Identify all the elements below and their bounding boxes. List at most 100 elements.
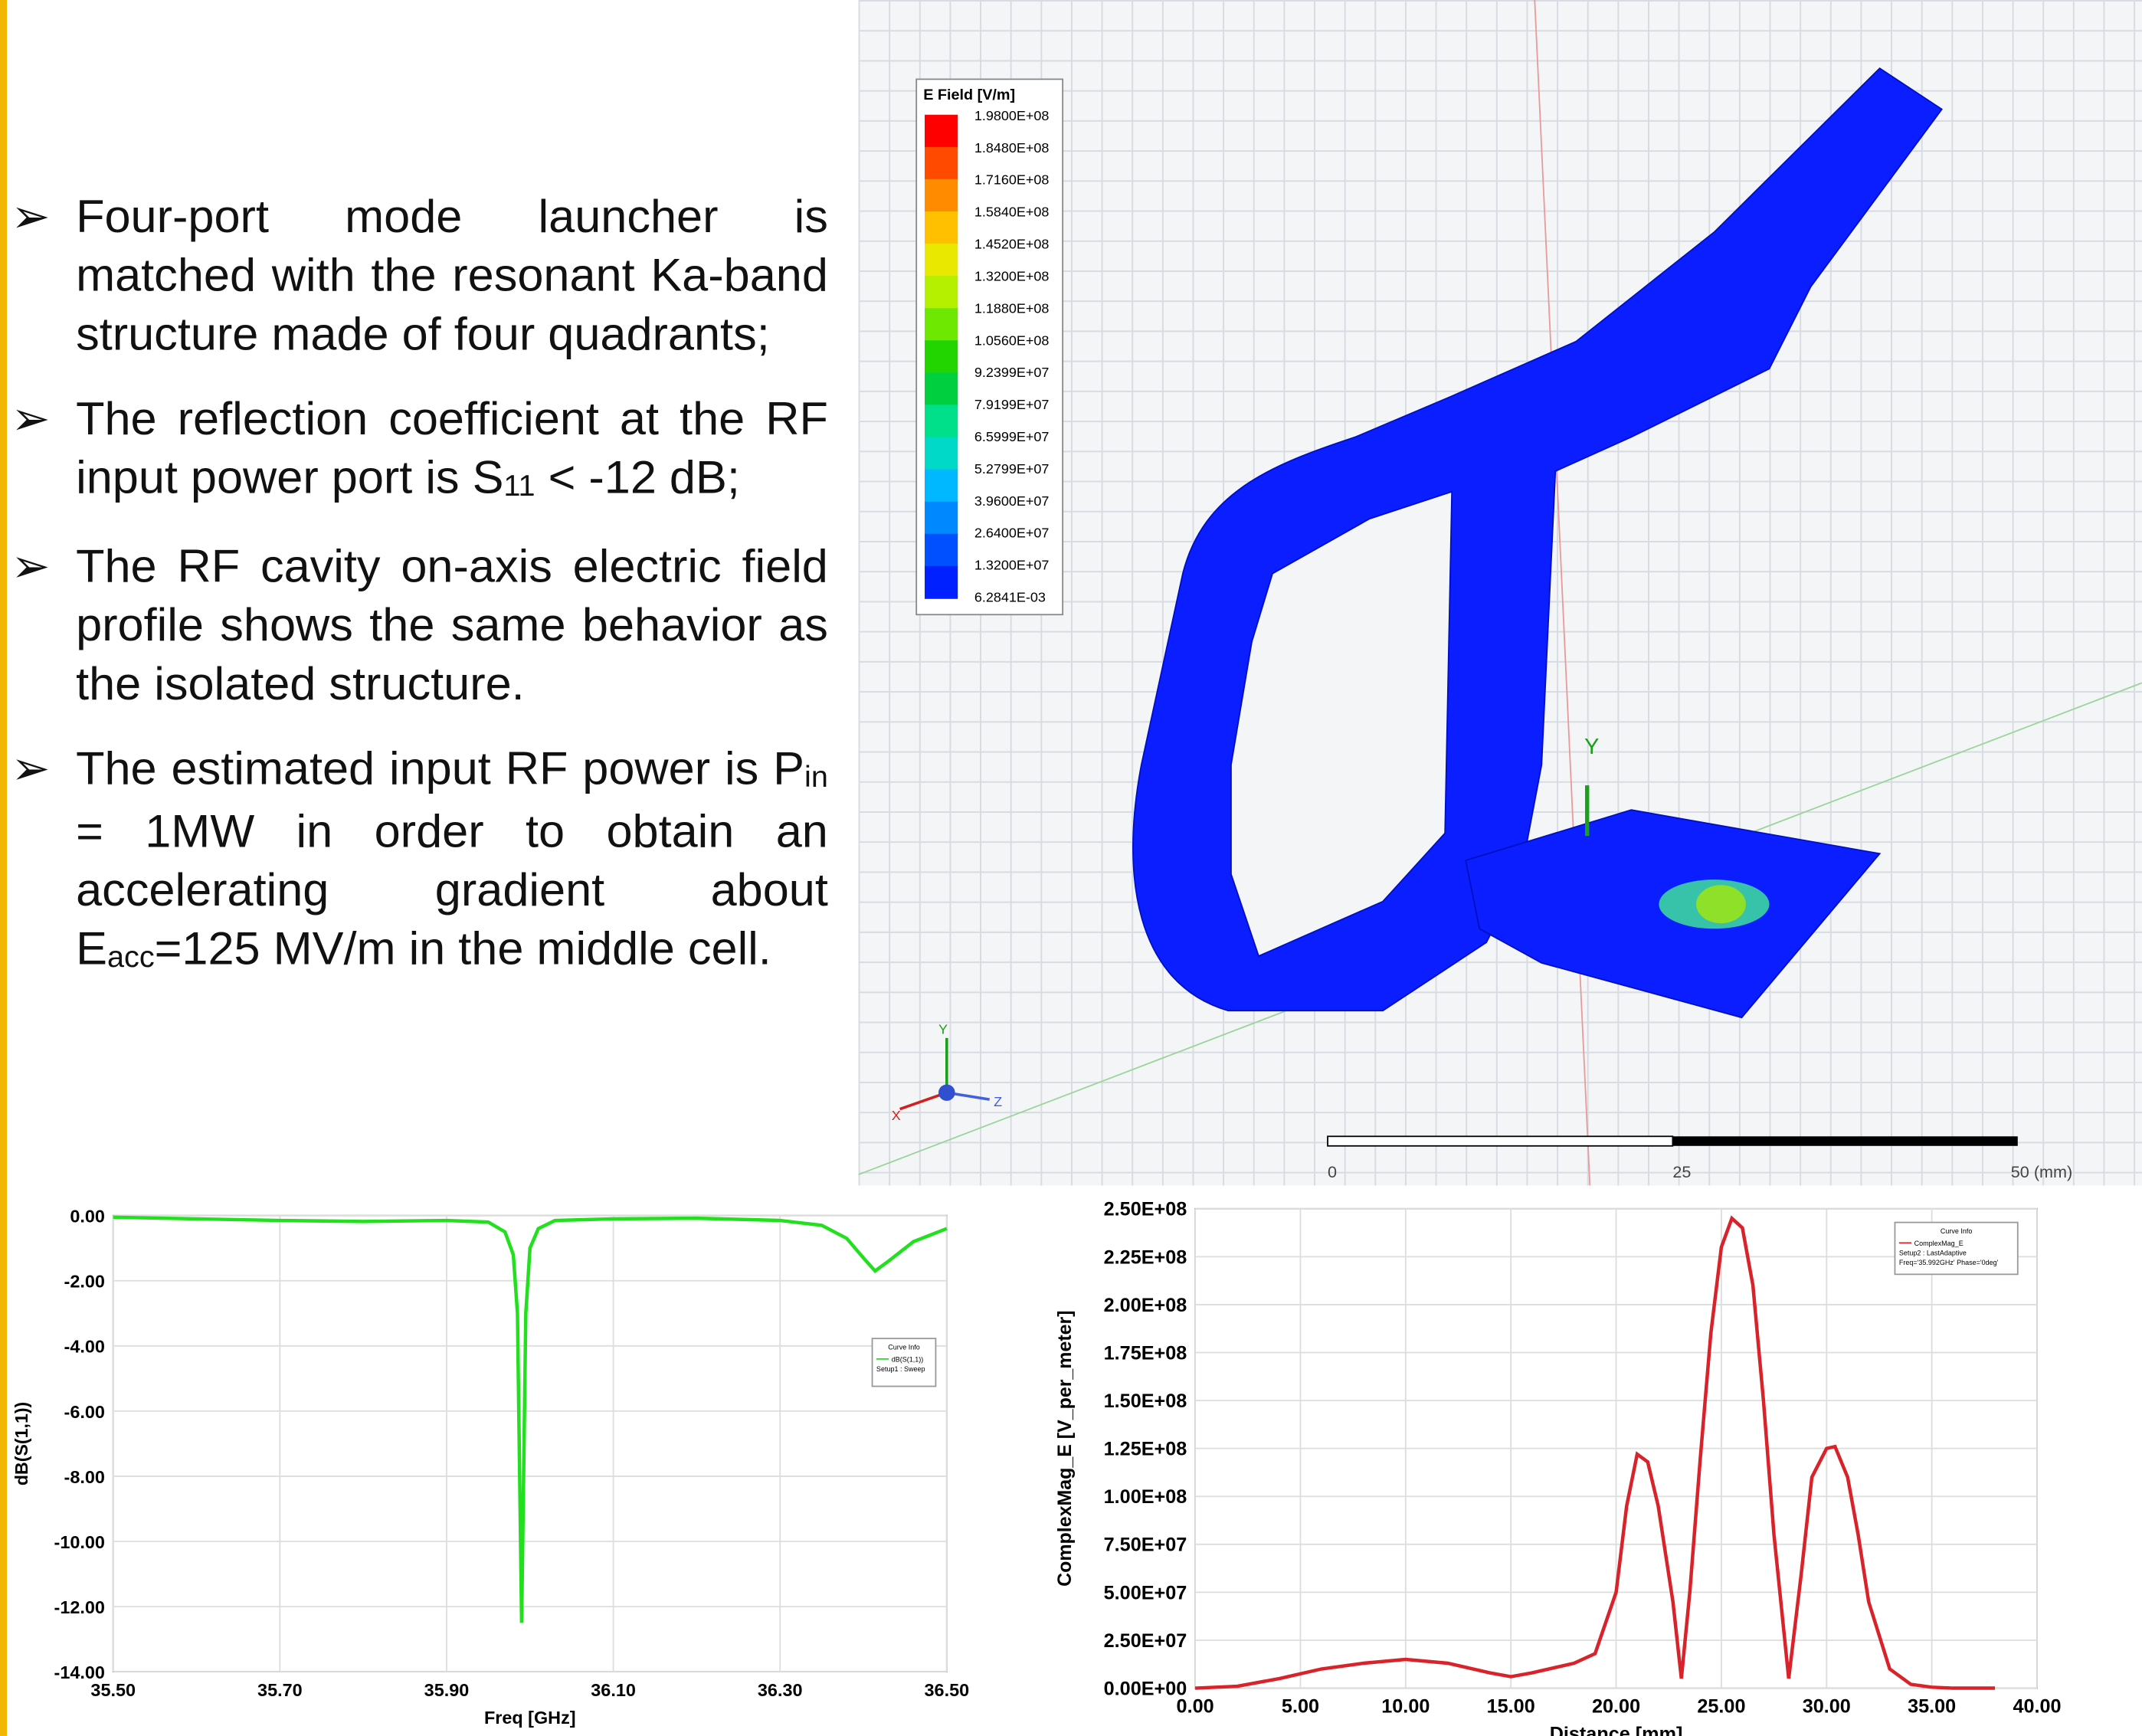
- slide: Four-port mode launcher is matched with …: [0, 0, 2142, 1736]
- legend-label: 1.1880E+08: [974, 300, 1050, 316]
- bullet-text: The RF cavity on-axis electric field pro…: [76, 541, 828, 710]
- bullet-text: =125 MV/m in the middle cell.: [155, 923, 771, 975]
- x-tick-label: 0.00: [1177, 1696, 1214, 1718]
- legend-swatch: [925, 372, 958, 405]
- y-tick-label: 1.50E+08: [1104, 1390, 1187, 1412]
- scale-label: 0: [1328, 1163, 1337, 1181]
- triad-origin: [938, 1085, 955, 1101]
- legend-swatch: [925, 340, 958, 373]
- subscript: 11: [503, 469, 535, 503]
- plot-area: [113, 1216, 947, 1672]
- y-tick-label: -8.00: [64, 1467, 105, 1487]
- x-tick-label: 25.00: [1697, 1696, 1745, 1718]
- x-tick-label: 30.00: [1803, 1696, 1851, 1718]
- x-tick-label: 5.00: [1282, 1696, 1319, 1718]
- legend-label: 1.3200E+07: [974, 558, 1050, 573]
- legend-swatch: [925, 179, 958, 212]
- axis-name: Z: [994, 1094, 1002, 1109]
- x-tick-label: 15.00: [1487, 1696, 1535, 1718]
- x-tick-label: 36.10: [591, 1680, 636, 1700]
- y-tick-label: -14.00: [54, 1662, 105, 1682]
- legend-label: 1.3200E+08: [974, 269, 1050, 284]
- x-tick-label: 35.50: [90, 1680, 136, 1700]
- scale-bar: [1328, 1136, 1672, 1145]
- y-tick-label: -10.00: [54, 1532, 105, 1552]
- axis-name: Y: [938, 1022, 948, 1037]
- x-tick-label: 36.30: [758, 1680, 803, 1700]
- field-drawing: E Field [V/m] 1.9800E+08 1.8480E+08 1.7160E…: [859, 0, 2142, 1185]
- y-tick-label: 1.75E+08: [1104, 1343, 1187, 1364]
- legend-entry: dB(S(1,1)): [892, 1355, 924, 1363]
- plot-area: [1195, 1209, 2037, 1689]
- legend-label: 6.5999E+07: [974, 429, 1050, 444]
- x-tick-label: 35.00: [1908, 1696, 1956, 1718]
- legend-label: 1.9800E+08: [974, 108, 1050, 123]
- y-axis-label: ComplexMag_E [V_per_meter]: [1054, 1310, 1076, 1586]
- legend-swatch: [925, 566, 958, 599]
- y-tick-label: 2.50E+08: [1104, 1199, 1187, 1220]
- legend-label: 1.5840E+08: [974, 205, 1050, 220]
- legend-label: 6.2841E-03: [974, 590, 1046, 605]
- bullet: The RF cavity on-axis electric field pro…: [11, 538, 827, 714]
- y-tick-label: 0.00: [70, 1207, 105, 1227]
- y-tick-label: -2.00: [64, 1272, 105, 1292]
- legend-swatch: [925, 147, 958, 180]
- legend-label: 1.0560E+08: [974, 332, 1050, 348]
- page: { "bullets": [ ["Four-port mode launcher…: [0, 0, 2142, 1736]
- legend-label: 1.4520E+08: [974, 237, 1050, 252]
- x-tick-label: 10.00: [1381, 1696, 1430, 1718]
- scale-label: 25: [1672, 1163, 1691, 1181]
- bullet: The estimated input RF power is Pin = 1M…: [11, 740, 827, 983]
- y-tick-label: 2.25E+08: [1104, 1246, 1187, 1268]
- legend-swatch: [925, 534, 958, 567]
- y-tick-label: 7.50E+07: [1104, 1535, 1187, 1556]
- y-tick-label: 0.00E+00: [1104, 1679, 1187, 1700]
- legend-title: Curve Info: [1941, 1227, 1973, 1235]
- data-line: [113, 1217, 947, 1623]
- x-axis-label: Distance [mm]: [1550, 1723, 1683, 1736]
- scale-label: 50 (mm): [2011, 1163, 2072, 1181]
- legend-title: E Field [V/m]: [923, 87, 1015, 103]
- legend-swatch: [925, 244, 958, 277]
- x-tick-label: 35.70: [257, 1680, 303, 1700]
- y-tick-label: -4.00: [64, 1337, 105, 1357]
- y-tick-label: 1.00E+08: [1104, 1486, 1187, 1508]
- x-tick-label: 20.00: [1592, 1696, 1640, 1718]
- y-tick-label: 2.50E+07: [1104, 1630, 1187, 1652]
- y-tick-label: -6.00: [64, 1402, 105, 1422]
- legend-swatch: [925, 437, 958, 470]
- legend-title: Curve Info: [888, 1343, 920, 1351]
- bullet-text: Four-port mode launcher is matched with …: [76, 192, 828, 361]
- y-tick-label: 2.00E+08: [1104, 1295, 1187, 1316]
- y-tick-label: 1.25E+08: [1104, 1439, 1187, 1460]
- legend-label: 2.6400E+07: [974, 526, 1050, 541]
- scale-bar: [1672, 1136, 2017, 1145]
- y-axis-label: dB(S(1,1)): [11, 1402, 31, 1485]
- x-tick-label: 36.50: [925, 1680, 970, 1700]
- bullet: The reflection coefficient at the RF inp…: [11, 391, 827, 513]
- legend-note: Setup2 : LastAdaptive: [1899, 1249, 1967, 1256]
- bullet-list: Four-port mode launcher is matched with …: [11, 188, 827, 1009]
- legend-swatch: [925, 470, 958, 503]
- legend-label: 1.7160E+08: [974, 172, 1050, 188]
- x-tick-label: 35.90: [424, 1680, 470, 1700]
- legend-note: Setup1 : Sweep: [876, 1365, 925, 1373]
- legend-swatch: [925, 115, 958, 148]
- axis-name: Y: [1584, 735, 1599, 759]
- legend-label: 3.9600E+07: [974, 493, 1050, 509]
- legend-label: 9.2399E+07: [974, 365, 1050, 380]
- legend-entry: ComplexMag_E: [1914, 1240, 1964, 1247]
- legend-swatch: [925, 405, 958, 437]
- y-tick-label: 5.00E+07: [1104, 1582, 1187, 1603]
- field-hotspot: [1696, 885, 1746, 923]
- legend-swatch: [925, 276, 958, 309]
- bullet: Four-port mode launcher is matched with …: [11, 188, 827, 365]
- legend-label: 1.8480E+08: [974, 140, 1050, 156]
- x-axis-label: Freq [GHz]: [484, 1708, 576, 1728]
- legend-label: 7.9199E+07: [974, 397, 1050, 412]
- subscript: in: [804, 759, 828, 794]
- x-tick-label: 40.00: [2013, 1696, 2061, 1718]
- slide-border: [0, 0, 7, 1736]
- axis-name: X: [892, 1108, 901, 1123]
- waveguide: [1133, 68, 1942, 1017]
